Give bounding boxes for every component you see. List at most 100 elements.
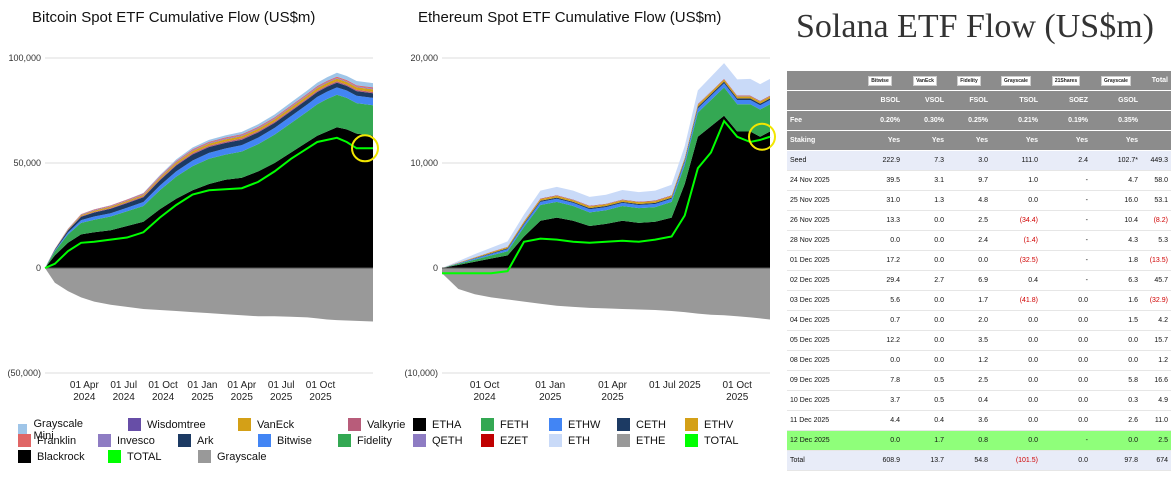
table-cell: 0.0 — [903, 330, 947, 351]
table-cell: - — [1041, 230, 1091, 251]
table-cell: 08 Dec 2025 — [787, 350, 857, 371]
table-cell — [1141, 90, 1171, 111]
legend-item-invesco: Invesco — [98, 434, 155, 447]
eth-y-tick-label: 20,000 — [410, 53, 438, 63]
table-cell: 09 Dec 2025 — [787, 370, 857, 391]
btc-x-tick-label: 01 Oct — [306, 380, 336, 391]
table-cell: 25 Nov 2025 — [787, 190, 857, 211]
table-cell: VanEck — [903, 71, 947, 91]
table-cell: 0.3 — [1091, 390, 1141, 411]
eth-y-tick-label: (10,000) — [404, 368, 438, 378]
table-cell: 0.4 — [991, 270, 1041, 291]
table-cell: 222.9 — [857, 150, 903, 171]
table-cell: 3.1 — [903, 170, 947, 191]
legend-label: VanEck — [257, 418, 295, 431]
btc-line-total — [44, 136, 373, 269]
btc-x-tick-label: 01 Apr — [70, 380, 100, 391]
table-row: 26 Nov 2025 13.3 0.0 2.5 (34.4) -10.4 (8.2) — [787, 210, 1171, 231]
table-cell: 0.0 — [991, 410, 1041, 431]
legend-swatch — [258, 434, 271, 447]
table-header-tickers: BSOL VSOL FSOL TSOL SOEZ GSOL — [787, 90, 1171, 111]
btc-y-tick-label: 100,000 — [8, 53, 41, 63]
table-cell: 1.0 — [991, 170, 1041, 191]
table-cell: (8.2) — [1141, 210, 1171, 231]
table-cell: 1.2 — [1141, 350, 1171, 371]
eth-x-tick-label-year: 2025 — [539, 392, 562, 403]
table-cell: 0.0 — [1041, 450, 1091, 471]
eth-area-eth — [442, 63, 770, 268]
table-cell: 0.0 — [1041, 370, 1091, 391]
table-cell: 0.19% — [1041, 110, 1091, 131]
table-cell: (13.5) — [1141, 250, 1171, 271]
legend-label: Fidelity — [357, 434, 392, 447]
table-cell: 449.3 — [1141, 150, 1171, 171]
eth-x-tick-label-year: 2025 — [726, 392, 749, 403]
btc-x-tick-label: 01 Oct — [148, 380, 178, 391]
legend-label: TOTAL — [704, 434, 739, 447]
table-cell: Grayscale — [991, 71, 1041, 91]
table-cell — [1141, 110, 1171, 131]
issuer-logo: Fidelity — [957, 75, 981, 86]
legend-swatch — [18, 423, 28, 437]
table-cell: Yes — [1091, 130, 1141, 151]
table-cell: Fidelity — [947, 71, 991, 91]
btc-y-tick-label: 0 — [36, 263, 41, 273]
table-cell: FSOL — [947, 90, 991, 111]
table-cell: 10.4 — [1091, 210, 1141, 231]
table-cell: - — [1041, 430, 1091, 451]
table-cell: 16.6 — [1141, 370, 1171, 391]
table-cell: (41.8) — [991, 290, 1041, 311]
table-cell: - — [1041, 270, 1091, 291]
table-cell: 0.0 — [903, 230, 947, 251]
legend-item-grayscale-mini: Grayscale Mini — [18, 418, 87, 442]
eth-line-total — [442, 119, 771, 275]
table-row: 11 Dec 2025 4.4 0.4 3.6 0.0 0.0 2.6 11.0 — [787, 410, 1171, 431]
legend-swatch — [18, 434, 31, 447]
eth-x-tick-label: 01 Apr — [598, 380, 628, 391]
btc-x-tick-label: 01 Jul — [268, 380, 295, 391]
table-cell: 12.2 — [857, 330, 903, 351]
table-cell: 0.0 — [857, 430, 903, 451]
table-cell: 0.25% — [947, 110, 991, 131]
table-cell: 0.4 — [947, 390, 991, 411]
eth-highlight-circle — [748, 122, 776, 151]
legend-swatch — [617, 418, 630, 431]
table-cell: 4.2 — [1141, 310, 1171, 331]
table-cell: 12 Dec 2025 — [787, 430, 857, 451]
table-cell: 0.30% — [903, 110, 947, 131]
table-cell: - — [1041, 210, 1091, 231]
btc-x-tick-label-year: 2024 — [113, 392, 136, 403]
table-cell: 3.5 — [947, 330, 991, 351]
table-cell: 0.0 — [857, 350, 903, 371]
table-row: 10 Dec 2025 3.7 0.5 0.4 0.0 0.0 0.3 4.9 — [787, 390, 1171, 411]
btc-x-tick-label-year: 2025 — [309, 392, 332, 403]
table-cell: 1.2 — [947, 350, 991, 371]
table-cell: Total — [1141, 71, 1171, 91]
table-cell: 1.6 — [1091, 290, 1141, 311]
table-cell: 05 Dec 2025 — [787, 330, 857, 351]
table-cell: 0.0 — [903, 290, 947, 311]
table-cell: 0.0 — [991, 430, 1041, 451]
eth-area-etha — [442, 115, 770, 268]
legend-label: Ark — [197, 434, 214, 447]
sol-table-title: Solana ETF Flow (US$m) — [796, 8, 1154, 45]
legend-label: Franklin — [37, 434, 77, 447]
table-cell: 0.0 — [903, 210, 947, 231]
legend-item-ark: Ark — [178, 434, 214, 447]
table-cell: 5.3 — [1141, 230, 1171, 251]
table-cell: 15.7 — [1141, 330, 1171, 351]
legend-swatch — [549, 418, 562, 431]
legend-label: Blackrock — [37, 450, 85, 463]
table-cell: 4.3 — [1091, 230, 1141, 251]
table-cell: 6.3 — [1091, 270, 1141, 291]
legend-item-grayscale: Grayscale — [198, 450, 267, 463]
table-cell: 1.7 — [947, 290, 991, 311]
table-cell: Fee — [787, 110, 857, 131]
issuer-logo: Grayscale — [1101, 75, 1131, 86]
table-cell: 0.0 — [1041, 330, 1091, 351]
legend-swatch — [178, 434, 191, 447]
table-cell: 53.1 — [1141, 190, 1171, 211]
table-row: 09 Dec 2025 7.8 0.5 2.5 0.0 0.0 5.8 16.6 — [787, 370, 1171, 391]
legend-item-total: TOTAL — [685, 434, 738, 447]
